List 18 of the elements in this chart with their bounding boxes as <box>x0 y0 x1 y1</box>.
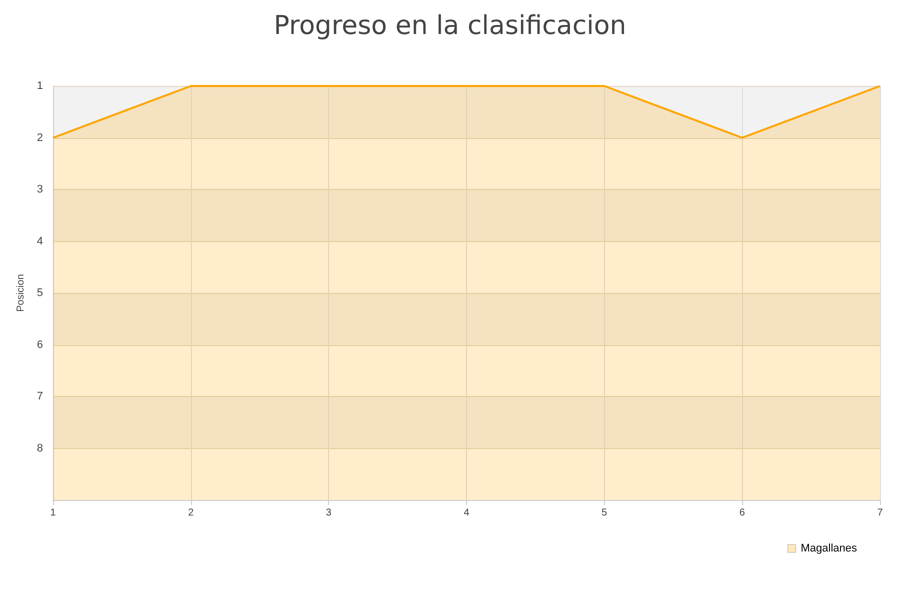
x-tick-label: 4 <box>464 508 470 518</box>
y-tick-label: 3 <box>36 184 44 196</box>
x-tick-label: 1 <box>50 508 56 518</box>
legend-label: Magallanes <box>800 542 858 554</box>
y-tick-label: 2 <box>36 132 44 144</box>
x-tick-label: 5 <box>602 508 608 518</box>
y-tick-label: 7 <box>36 390 44 402</box>
chart-title: Progreso en la clasificacion <box>274 11 626 41</box>
y-tick-label: 5 <box>36 287 44 299</box>
y-tick-label: 8 <box>36 442 44 454</box>
x-tick-label: 7 <box>877 508 884 518</box>
y-tick-label: 1 <box>36 80 44 92</box>
x-tick-label: 3 <box>326 508 332 518</box>
y-tick-label: 6 <box>36 338 44 351</box>
y-axis-title: Posicion <box>16 274 26 312</box>
y-tick-label: 4 <box>36 235 44 248</box>
x-tick-label: 2 <box>188 508 194 518</box>
x-tick-label: 6 <box>739 508 746 518</box>
